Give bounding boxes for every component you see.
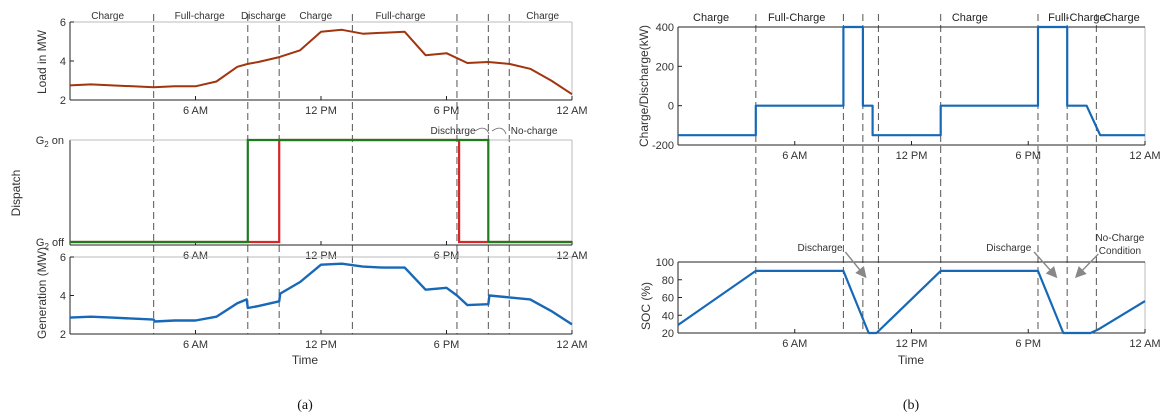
- soc-xtick-label: 6 AM: [782, 338, 807, 350]
- dispatch-xtick-label: 6 AM: [183, 250, 208, 262]
- charge-discharge-xtick-label: 12 PM: [896, 150, 928, 162]
- dispatch-annotation: No-charge: [511, 126, 558, 137]
- soc-xtick-label: 12 AM: [1129, 338, 1160, 350]
- load-ytick-label: 2: [60, 95, 66, 107]
- phase-label-b: Full-Charge: [1048, 12, 1105, 24]
- phase-label-a: Full-charge: [175, 11, 225, 22]
- dispatch-ytick-label: G2 on: [36, 135, 64, 149]
- charge-discharge-xtick-label: 6 AM: [782, 150, 807, 162]
- phase-label-a: Charge: [526, 11, 559, 22]
- dispatch-xtick-label: 6 PM: [434, 250, 460, 262]
- charge-discharge-line: [678, 25, 1145, 137]
- soc-ytick-label: 100: [656, 257, 674, 269]
- charge-discharge-ytick-label: 0: [668, 101, 674, 113]
- dispatch-series-0: [70, 138, 572, 244]
- phase-label-a: Discharge: [241, 11, 286, 22]
- soc-annotation-arrow: [1033, 251, 1058, 279]
- phase-label-b: Charge: [1104, 12, 1140, 24]
- soc-xtick-label: 6 PM: [1015, 338, 1041, 350]
- phase-label-b: Full-Charge: [768, 12, 825, 24]
- dispatch-ylabel: Dispatch: [9, 170, 23, 217]
- soc-annotation-arrow: [844, 251, 867, 279]
- soc-annotation: Condition: [1099, 246, 1141, 257]
- generation-xtick-label: 12 AM: [556, 339, 587, 351]
- dispatch-annotation-curve: [474, 127, 490, 135]
- soc-annotation: No-Charge: [1095, 233, 1144, 244]
- dispatch-ytick-label: G2 off: [36, 237, 65, 251]
- soc-line: [677, 269, 1146, 335]
- load-xtick-label: 6 AM: [183, 105, 208, 117]
- load-ytick-label: 4: [60, 56, 66, 68]
- dispatch-annotation: Discharge: [431, 126, 476, 137]
- soc-annotation-arrow: [1074, 253, 1099, 279]
- load-ylabel: Load in MW: [35, 29, 49, 94]
- charge-discharge-xtick-label: 6 PM: [1015, 150, 1041, 162]
- charge-discharge-ytick-label: -200: [652, 140, 674, 152]
- charge-discharge-xtick-label: 12 AM: [1129, 150, 1160, 162]
- soc-xtick-label: 12 PM: [896, 338, 928, 350]
- load-xtick-label: 6 PM: [434, 105, 460, 117]
- soc-ytick-label: 60: [662, 293, 674, 305]
- caption-b: (b): [903, 398, 920, 413]
- soc-ytick-label: 80: [662, 275, 674, 287]
- soc-ytick-label: 20: [662, 328, 674, 340]
- load-line: [69, 28, 573, 96]
- panel-a-xlabel: Time: [292, 353, 319, 367]
- panel-b-xlabel: Time: [898, 353, 925, 367]
- load-xtick-label: 12 PM: [305, 105, 337, 117]
- charge-discharge-ytick-label: 200: [656, 61, 674, 73]
- phase-label-a: Charge: [91, 11, 124, 22]
- generation-ytick-label: 6: [60, 252, 66, 264]
- dispatch-series-1: [70, 138, 572, 244]
- generation-xtick-label: 12 PM: [305, 339, 337, 351]
- generation-ytick-label: 4: [60, 291, 66, 303]
- phase-label-b: Charge: [693, 12, 729, 24]
- charge-discharge-ylabel: Charge/Discharge(kW): [637, 25, 651, 147]
- phase-label-a: Full-charge: [375, 11, 425, 22]
- soc-annotation: Discharge: [986, 243, 1031, 254]
- generation-ylabel: Generation (MW): [35, 247, 49, 339]
- dispatch-xtick-label: 12 AM: [556, 250, 587, 262]
- generation-ytick-label: 2: [60, 329, 66, 341]
- generation-line: [69, 262, 573, 326]
- load-ytick-label: 6: [60, 17, 66, 29]
- dispatch-xtick-label: 12 PM: [305, 250, 337, 262]
- phase-label-a: Charge: [299, 11, 332, 22]
- load-xtick-label: 12 AM: [556, 105, 587, 117]
- phase-label-b: Charge: [952, 12, 988, 24]
- generation-xtick-label: 6 PM: [434, 339, 460, 351]
- soc-annotation: Discharge: [798, 243, 843, 254]
- soc-ytick-label: 40: [662, 310, 674, 322]
- generation-xtick-label: 6 AM: [183, 339, 208, 351]
- soc-ylabel: SOC (%): [639, 282, 653, 330]
- charge-discharge-ytick-label: 400: [656, 22, 674, 34]
- plot-layer: Charge Full-charge Discharge Charge Full-cha…: [36, 11, 1161, 351]
- dispatch-annotation-curve: [491, 127, 507, 135]
- caption-a: (a): [297, 398, 313, 413]
